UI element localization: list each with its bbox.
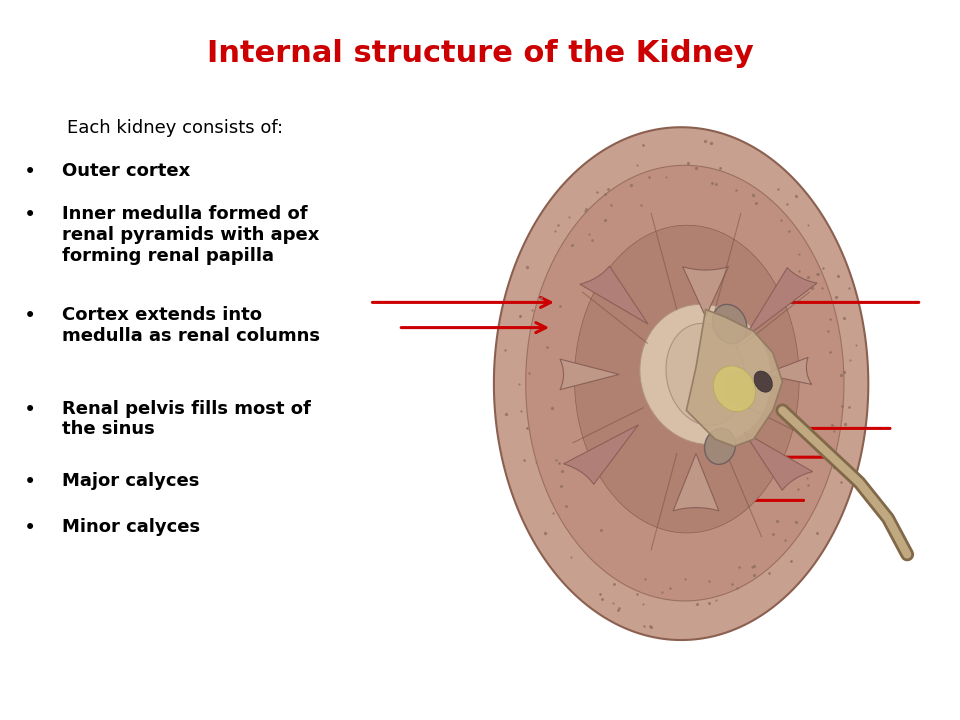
Text: •: • xyxy=(24,400,36,420)
Polygon shape xyxy=(744,432,812,490)
Ellipse shape xyxy=(639,305,772,444)
Polygon shape xyxy=(744,268,817,338)
Polygon shape xyxy=(580,266,648,324)
Text: Minor calyces: Minor calyces xyxy=(62,518,201,536)
Polygon shape xyxy=(564,425,638,485)
Polygon shape xyxy=(686,310,782,446)
Ellipse shape xyxy=(712,305,747,343)
Ellipse shape xyxy=(754,371,773,392)
Text: Each kidney consists of:: Each kidney consists of: xyxy=(67,119,283,137)
Text: •: • xyxy=(24,518,36,539)
Polygon shape xyxy=(560,359,619,390)
Polygon shape xyxy=(673,454,719,511)
Text: Cortex extends into
medulla as renal columns: Cortex extends into medulla as renal col… xyxy=(62,306,321,345)
Text: Internal structure of the Kidney: Internal structure of the Kidney xyxy=(206,40,754,68)
Ellipse shape xyxy=(666,323,745,426)
Polygon shape xyxy=(493,127,868,640)
Text: •: • xyxy=(24,205,36,225)
Text: •: • xyxy=(24,472,36,492)
Ellipse shape xyxy=(705,428,735,464)
Polygon shape xyxy=(574,225,799,533)
Polygon shape xyxy=(763,357,811,384)
Text: Major calyces: Major calyces xyxy=(62,472,200,490)
Text: Renal pelvis fills most of
the sinus: Renal pelvis fills most of the sinus xyxy=(62,400,311,438)
Polygon shape xyxy=(526,166,844,601)
Text: •: • xyxy=(24,306,36,326)
Polygon shape xyxy=(683,266,729,317)
Ellipse shape xyxy=(725,372,754,406)
Text: Outer cortex: Outer cortex xyxy=(62,162,191,180)
Text: Inner medulla formed of
renal pyramids with apex
forming renal papilla: Inner medulla formed of renal pyramids w… xyxy=(62,205,320,265)
Ellipse shape xyxy=(713,366,756,412)
Text: •: • xyxy=(24,162,36,182)
